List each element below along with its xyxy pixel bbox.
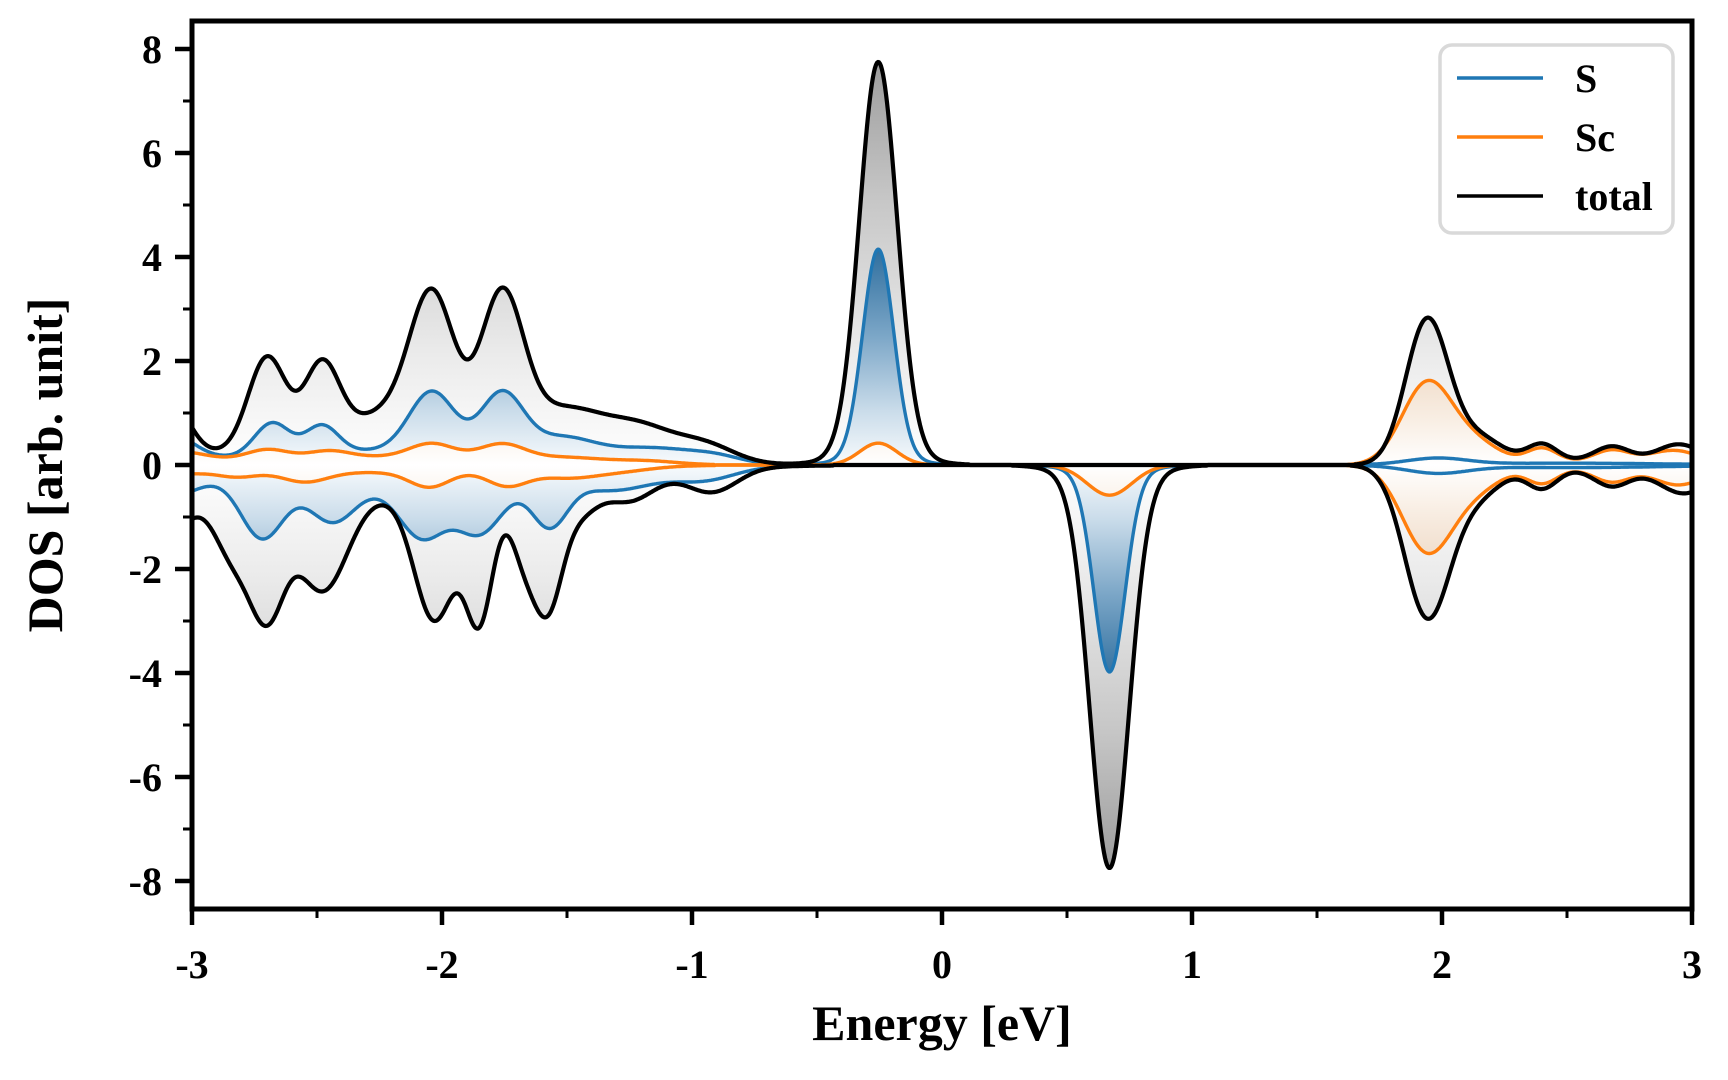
legend-entry-sc: Sc	[1457, 115, 1615, 160]
axis-tick-labels: -3 -2 -1 0 1 2 3 -8 -6 -4 -2 0 2 4 6 8	[129, 27, 1702, 987]
axes: -3 -2 -1 0 1 2 3 -8 -6 -4 -2 0 2 4 6 8 Energy [eV] DOS …	[17, 18, 1702, 1051]
x-axis-title: Energy [eV]	[812, 995, 1072, 1051]
x-tick-label: -1	[675, 942, 708, 987]
x-tick-label: -2	[425, 942, 458, 987]
x-tick-label: 3	[1682, 942, 1702, 987]
total-spin-up-curve	[192, 59, 1692, 468]
y-tick-label: -8	[129, 859, 162, 904]
legend-box	[1438, 43, 1675, 235]
x-tick-label: 1	[1182, 942, 1202, 987]
x-tick-label: -3	[175, 942, 208, 987]
legend: S Sc total	[1438, 43, 1675, 235]
x-tick-label: 2	[1432, 942, 1452, 987]
y-tick-label: 2	[142, 339, 162, 384]
legend-entry-s: S	[1457, 56, 1597, 101]
y-tick-label: 8	[142, 27, 162, 72]
legend-label-sc: Sc	[1575, 115, 1615, 160]
legend-entry-total: total	[1457, 174, 1653, 219]
legend-label-s: S	[1575, 56, 1597, 101]
total-spin-down-curve	[192, 462, 1692, 870]
total-spin-up-area	[192, 62, 1692, 465]
s-spin-up-area	[192, 249, 1692, 465]
sc-spin-up-area	[192, 380, 1692, 465]
dos-curves	[192, 59, 1692, 870]
y-tick-label: -6	[129, 755, 162, 800]
s-spin-down-area	[192, 465, 1692, 672]
axis-ticks	[175, 46, 1695, 925]
y-tick-label: 4	[142, 235, 162, 280]
legend-label-total: total	[1575, 174, 1653, 219]
y-tick-label: 0	[142, 443, 162, 488]
y-tick-label: -4	[129, 651, 162, 696]
x-tick-label: 0	[932, 942, 952, 987]
y-tick-label: -2	[129, 547, 162, 592]
y-tick-label: 6	[142, 131, 162, 176]
y-axis-title: DOS [arb. unit]	[17, 298, 73, 633]
